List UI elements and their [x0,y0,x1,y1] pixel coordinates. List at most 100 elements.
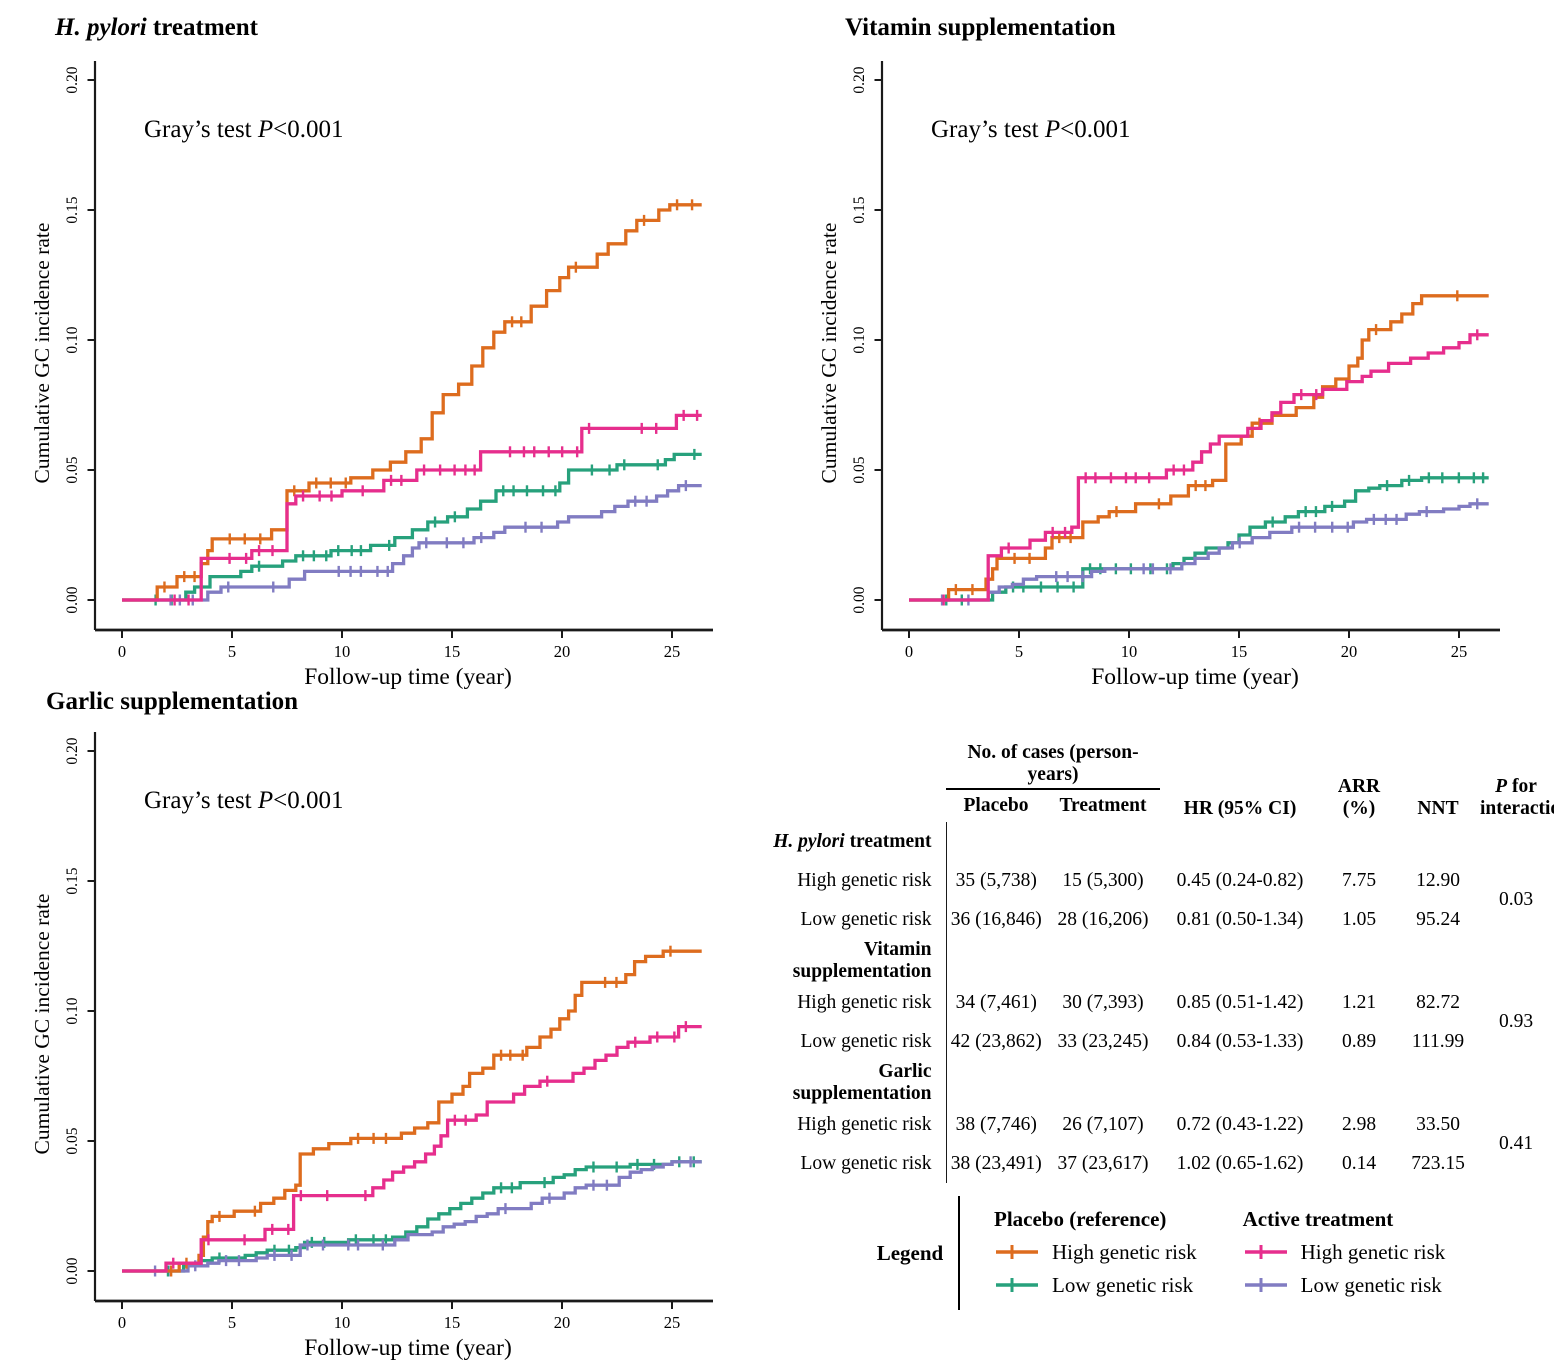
table-header-p-interaction: P forinteraction [1480,776,1554,820]
series-line [122,1160,702,1273]
table-section-label: H. pylori treatment [742,822,947,861]
table-header-nnt: NNT [1417,798,1459,819]
axes: 0.00 0.05 0.10 0.15 0.20 0 5 10 15 20 25 [851,61,1500,661]
cell-nnt: 82.72 [1416,991,1460,1013]
legend-item-label: Low genetic risk [1052,1272,1194,1297]
table-section-label: Vitamin supplementation [742,939,947,983]
chart-hpylori-treatment: 0.00 0.05 0.10 0.15 0.20 0 5 10 15 20 25 Cumulative… [30,61,713,690]
cell-arr: 0.89 [1341,1030,1377,1052]
cell-arr: 0.14 [1341,1152,1377,1174]
legend-marker-icon [1244,1278,1287,1292]
x-tick-label: 25 [1451,642,1468,661]
table-corner-cell [742,742,946,789]
series-line [122,1160,702,1273]
table-row: High genetic risk 34 (7,461) 30 (7,393) 0.8… [742,983,1554,1032]
table-header-hr: HR (95% CI) [1183,798,1297,819]
cell-placebo: 42 (23,862) [950,1030,1042,1052]
x-tick-label: 10 [334,1313,351,1332]
series-active_low [122,1156,702,1277]
x-tick-label: 0 [118,642,126,661]
figure-legend: Legend Placebo (reference) High genetic r… [862,1196,1445,1310]
table-row-label: High genetic risk [742,1105,947,1144]
table-row: Low genetic risk 42 (23,862) 33 (23,245) 0.… [742,1022,1554,1061]
x-tick-label: 15 [444,642,461,661]
series-placebo_high [122,945,702,1277]
y-tick-label: 0.15 [64,867,81,894]
table-empty-cell [946,1061,1554,1105]
y-tick-label: 0.00 [851,586,868,613]
table-empty-cell [946,939,1554,983]
cell-treatment: 28 (16,206) [1057,908,1149,930]
chart-title-hpylori: H. pylori treatment [55,14,258,42]
chart-title-rest: treatment [146,14,258,41]
cell-p-interaction: 0.41 [1498,1133,1534,1154]
grays-test-annotation: Gray’s test P<0.001 [144,116,344,143]
x-tick-label: 5 [228,1313,236,1332]
table-corner-cell-2 [742,789,946,822]
stats-table-wrap: No. of cases (person-years) HR (95% CI) … [742,742,1554,1183]
x-tick-label: 20 [1341,642,1358,661]
legend-group: Active treatment High genetic risk Low gen… [1243,1207,1446,1298]
legend-item-label: High genetic risk [1300,1239,1446,1264]
cell-nnt: 111.99 [1411,1030,1465,1052]
cell-arr: 1.05 [1341,908,1377,930]
series-active_high [122,1021,702,1273]
table-row-label: High genetic risk [742,983,947,1022]
x-tick-label: 20 [554,1313,571,1332]
series-line [122,452,702,602]
cell-nnt: 12.90 [1416,869,1460,891]
series-line [909,294,1489,602]
cell-treatment: 15 (5,300) [1062,869,1144,891]
x-tick-label: 25 [664,642,681,661]
x-axis-title: Follow-up time (year) [1091,664,1299,690]
series-placebo_low [909,472,1489,606]
x-tick-label: 5 [1015,642,1023,661]
x-tick-label: 0 [905,642,913,661]
cell-nnt: 723.15 [1411,1152,1465,1174]
table-row-label: Low genetic risk [742,1144,947,1183]
x-tick-label: 15 [1231,642,1248,661]
table-group-header: No. of cases (person-years) [946,742,1161,790]
legend-groups: Placebo (reference) High genetic risk Low … [958,1196,1445,1310]
series-active_low [909,498,1489,606]
y-axis-title: Cumulative GC incidence rate [817,223,841,484]
cell-placebo: 38 (7,746) [955,1113,1037,1135]
legend-item-label: High genetic risk [1052,1239,1197,1264]
legend-group: Placebo (reference) High genetic risk Low … [994,1207,1197,1298]
series-placebo_low [122,1156,702,1277]
chart-title-italic: H. pylori [55,14,147,41]
x-tick-label: 5 [228,642,236,661]
series-active_high [909,329,1489,606]
legend-item-active_low: Low genetic risk [1243,1273,1446,1298]
x-axis-title: Follow-up time (year) [304,664,512,690]
table-header-placebo: Placebo [963,795,1029,816]
x-tick-label: 15 [444,1313,461,1332]
y-tick-label: 0.20 [64,66,81,93]
cell-treatment: 26 (7,107) [1062,1113,1144,1135]
legend-item-placebo_low: Low genetic risk [994,1273,1197,1298]
table-row-label: Low genetic risk [742,1022,947,1061]
table-section-row: Garlic supplementation [742,1061,1554,1105]
y-tick-label: 0.15 [851,196,868,223]
legend-item-label: Low genetic risk [1300,1272,1442,1297]
table-row: Low genetic risk 38 (23,491) 37 (23,617) 1.… [742,1144,1554,1183]
table-row: High genetic risk 38 (7,746) 26 (7,107) 0.7… [742,1105,1554,1154]
y-tick-label: 0.10 [64,997,81,1024]
cell-treatment: 30 (7,393) [1062,991,1144,1013]
cell-treatment: 37 (23,617) [1057,1152,1149,1174]
y-tick-label: 0.00 [64,1257,81,1284]
cell-arr: 7.75 [1341,869,1377,891]
cell-hr: 0.84 (0.53-1.33) [1176,1030,1304,1052]
y-axis-title: Cumulative GC incidence rate [30,223,54,484]
cell-placebo: 36 (16,846) [950,908,1042,930]
y-tick-label: 0.20 [64,737,81,764]
x-tick-label: 10 [334,642,351,661]
table-row-label: High genetic risk [742,861,947,900]
series-active_high [122,409,702,606]
grays-test-annotation: Gray’s test P<0.001 [931,116,1131,143]
legend-item-active_high: High genetic risk [1243,1239,1446,1265]
legend-title: Legend [876,1240,944,1265]
series-line [122,949,702,1273]
x-tick-label: 20 [554,642,571,661]
cell-hr: 1.02 (0.65-1.62) [1176,1152,1304,1174]
